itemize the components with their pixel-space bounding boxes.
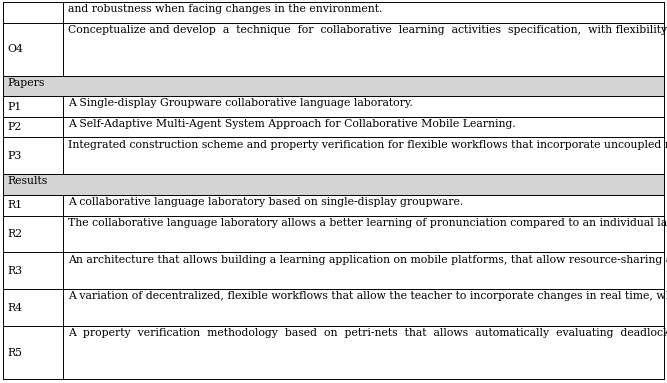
Bar bbox=[3, 216, 664, 252]
Text: The collaborative language laboratory allows a better learning of pronunciation : The collaborative language laboratory al… bbox=[68, 218, 667, 228]
Bar bbox=[3, 137, 664, 174]
Bar bbox=[3, 289, 664, 326]
Bar bbox=[3, 117, 664, 137]
Text: P2: P2 bbox=[7, 122, 22, 132]
Text: A collaborative language laboratory based on single-display groupware.: A collaborative language laboratory base… bbox=[68, 197, 464, 207]
Text: P3: P3 bbox=[7, 151, 22, 161]
Bar bbox=[3, 23, 664, 75]
Text: R1: R1 bbox=[7, 200, 23, 210]
Bar bbox=[3, 75, 664, 96]
Bar bbox=[3, 326, 664, 379]
Text: P1: P1 bbox=[7, 101, 22, 111]
Text: A  property  verification  methodology  based  on  petri-nets  that  allows  aut: A property verification methodology base… bbox=[68, 328, 667, 338]
Bar bbox=[3, 174, 664, 195]
Bar bbox=[3, 2, 664, 23]
Text: A Self-Adaptive Multi-Agent System Approach for Collaborative Mobile Learning.: A Self-Adaptive Multi-Agent System Appro… bbox=[68, 119, 516, 129]
Text: R2: R2 bbox=[7, 229, 23, 239]
Text: and robustness when facing changes in the environment.: and robustness when facing changes in th… bbox=[68, 4, 382, 14]
Text: R5: R5 bbox=[7, 348, 22, 358]
Bar bbox=[3, 195, 664, 216]
Bar bbox=[3, 252, 664, 289]
Text: Conceptualize and develop  a  technique  for  collaborative  learning  activitie: Conceptualize and develop a technique fo… bbox=[68, 25, 667, 35]
Text: A variation of decentralized, flexible workflows that allow the teacher to incor: A variation of decentralized, flexible w… bbox=[68, 291, 667, 301]
Bar bbox=[3, 96, 664, 117]
Text: An architecture that allows building a learning application on mobile platforms,: An architecture that allows building a l… bbox=[68, 255, 667, 265]
Text: Results: Results bbox=[7, 177, 47, 187]
Text: R4: R4 bbox=[7, 303, 22, 313]
Text: Papers: Papers bbox=[7, 78, 45, 88]
Text: O4: O4 bbox=[7, 44, 23, 54]
Text: A Single-display Groupware collaborative language laboratory.: A Single-display Groupware collaborative… bbox=[68, 98, 413, 108]
Text: Integrated construction scheme and property verification for flexible workflows : Integrated construction scheme and prope… bbox=[68, 140, 667, 150]
Text: R3: R3 bbox=[7, 266, 23, 276]
